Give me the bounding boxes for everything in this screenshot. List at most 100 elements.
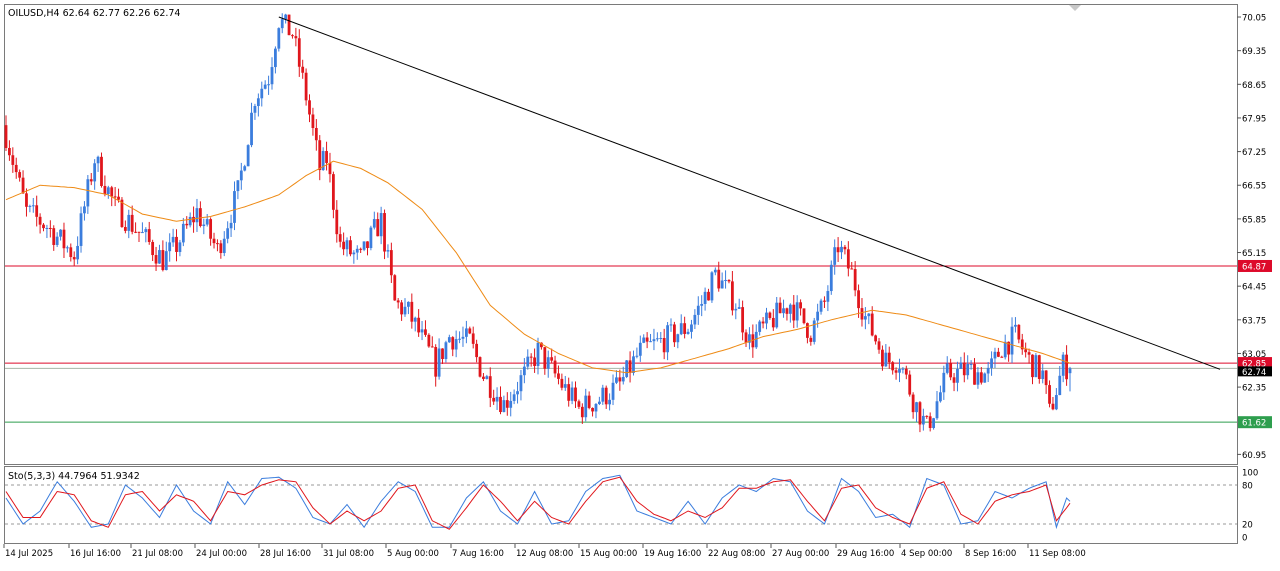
candle-body (434, 347, 438, 377)
candle-body (935, 401, 939, 419)
candle-body (328, 162, 332, 175)
candle-body (106, 187, 110, 194)
candle-body (857, 290, 860, 309)
candle-body (318, 140, 322, 171)
candle-body (284, 14, 288, 20)
candle-body (79, 213, 83, 246)
candle-body (366, 241, 369, 249)
time-tick-label: 11 Sep 08:00 (1029, 549, 1086, 559)
candle-body (973, 363, 976, 385)
candle-body (1034, 355, 1038, 378)
candle-body (407, 301, 410, 307)
candle-body (727, 279, 731, 282)
candle-body (850, 268, 854, 270)
candle-body (362, 241, 366, 250)
candle-body (216, 243, 219, 245)
candle-body (451, 337, 455, 350)
candle-body (482, 376, 485, 379)
candle-body (468, 328, 472, 334)
candle-body (495, 396, 499, 402)
candle-body (123, 227, 127, 231)
scroll-marker-icon[interactable] (1069, 5, 1081, 11)
level-tag (1238, 416, 1272, 429)
candle-body (1007, 341, 1011, 355)
candle-body (270, 67, 274, 85)
candle-body (597, 401, 601, 404)
candle-body (461, 336, 465, 339)
candle-body (21, 177, 25, 194)
candle-body (1061, 354, 1065, 376)
candle-body (304, 72, 308, 101)
candle-body (158, 250, 161, 264)
time-tick-label: 5 Aug 00:00 (387, 549, 439, 559)
chart-header: OILUSD,H4 62.64 62.77 62.26 62.74 (8, 8, 180, 19)
candle-body (904, 368, 908, 375)
trendline[interactable] (278, 16, 1221, 370)
price-axis: 70.05 69.35 68.65 67.95 67.25 66.55 65.85 65.15… (1237, 14, 1272, 461)
candle-body (185, 223, 189, 226)
candle-body (62, 229, 66, 249)
candle-body (608, 399, 612, 405)
candle-body (983, 373, 987, 383)
candle-body (717, 269, 721, 289)
candle-body (587, 395, 591, 408)
candle-body (144, 229, 148, 233)
candle-body (792, 304, 796, 321)
downtrend-line[interactable] (278, 16, 1221, 370)
candle-body (833, 247, 837, 265)
candle-body (1054, 395, 1058, 410)
level-tag (1238, 357, 1272, 370)
price-tick-label: 68.65 (1242, 81, 1266, 91)
candle-body (314, 128, 318, 141)
candle-body (151, 241, 155, 256)
candle-body (164, 251, 168, 271)
candle-body (396, 300, 400, 303)
candle-body (812, 320, 816, 342)
candle-body (577, 401, 581, 407)
candle-body (168, 242, 172, 252)
candle-body (621, 376, 625, 382)
candle-body (516, 391, 519, 395)
candle-body (642, 337, 646, 343)
time-tick-label: 21 Jul 08:00 (132, 549, 183, 559)
level-tag-label: 61.62 (1242, 419, 1266, 429)
candle-body (113, 196, 117, 198)
candle-body (389, 250, 393, 276)
candle-body (178, 242, 182, 252)
candle-body (594, 403, 598, 412)
candle-body (952, 377, 956, 383)
candle-body (962, 362, 966, 376)
time-tick-label: 15 Aug 00:00 (580, 549, 637, 559)
time-axis: 14 Jul 2025 16 Jul 16:00 21 Jul 08:00 24 Ju… (3, 544, 1086, 559)
candle-body (226, 228, 230, 239)
candle-body (454, 339, 458, 350)
candle-body (819, 300, 823, 312)
candle-body (69, 247, 73, 258)
candle-body (567, 384, 571, 401)
stochastic-indicator (5, 474, 1237, 530)
candle-body (601, 387, 605, 402)
candle-body (417, 317, 421, 333)
candle-body (666, 325, 669, 353)
candle-body (355, 248, 359, 253)
time-tick-label: 14 Jul 2025 (5, 549, 53, 559)
candle-body (386, 250, 390, 252)
price-tick-label: 63.75 (1242, 316, 1266, 326)
price-tick-label: 66.55 (1242, 182, 1266, 192)
candle-body (18, 172, 22, 178)
candle-body (86, 179, 90, 207)
candle-body (673, 324, 676, 343)
time-tick-label: 8 Sep 16:00 (965, 549, 1016, 559)
candle-body (843, 246, 847, 250)
level-tag-label: 62.85 (1242, 360, 1266, 370)
candle-body (141, 232, 144, 234)
candle-body (103, 185, 107, 194)
candle-body (4, 125, 8, 148)
candle-body (693, 314, 697, 325)
candle-body (430, 346, 434, 348)
candle-body (823, 300, 826, 302)
candle-body (120, 199, 124, 228)
candle-body (287, 14, 291, 36)
